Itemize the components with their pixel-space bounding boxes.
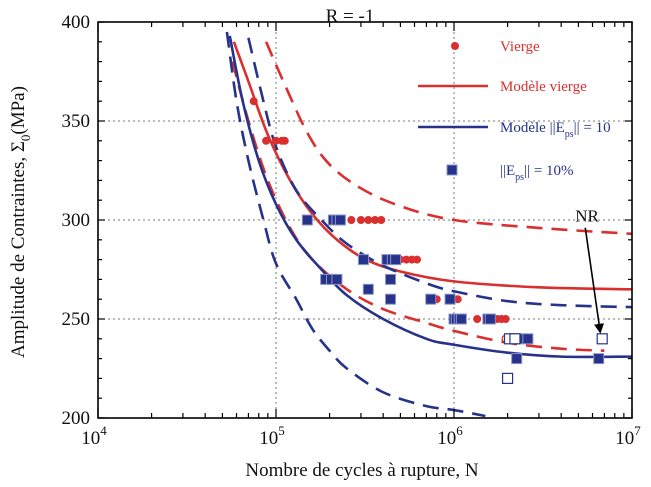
data-points [249,97,608,384]
vierge-point [272,136,280,145]
eps-point [455,313,467,325]
y-axis-label-sub: 0 [18,135,33,142]
vierge-point [473,315,482,323]
legend-marker-square [446,164,458,176]
legend-label: Vierge [500,39,540,55]
eps-point [331,273,343,285]
eps-point [444,293,456,305]
axis-ticks: 200 250 300 350 400 104 105 106 107 [62,12,642,449]
x-tick-label: 107 [615,423,641,449]
x-tick-label: 104 [81,423,107,449]
vierge-point [347,216,356,224]
y-tick-label: 350 [62,111,91,132]
vierge-point [371,216,380,224]
model-curve [232,41,633,291]
eps-point-hollow [596,333,608,345]
annotation-arrow [584,227,605,334]
eps-point-hollow [509,333,521,345]
eps-point [385,273,397,285]
y-tick-label: 250 [62,309,91,330]
eps-point [390,254,402,266]
y-tick-label: 300 [62,210,91,231]
y-axis-label-unit: (MPa) [8,86,29,135]
x-tick-label: 105 [259,423,285,449]
vierge-point [364,216,373,224]
vierge-point [501,315,510,323]
legend: Vierge Modèle vierge Modèle ||Eps|| = 10 ||… [418,39,611,183]
eps-point [362,283,374,295]
legend-label: ||Eps|| = 10% [500,163,574,183]
model-curve-bound [264,41,633,236]
legend-label: Modèle vierge [500,79,587,95]
eps-point-hollow [501,372,514,384]
legend-marker-circle [451,42,459,50]
model-curve [228,35,633,359]
annotation-label: NR [575,207,599,226]
y-axis-label-main: Amplitude de Contraintes, Σ [8,141,29,358]
eps-point [593,353,605,365]
vierge-point [280,136,289,145]
model-curve-bound [225,31,486,418]
vierge-point [413,255,422,264]
eps-point [334,214,346,226]
eps-point [357,254,369,266]
annotations: NR [575,207,605,334]
y-axis-label: Amplitude de Contraintes, Σ0(MPa) [8,86,33,358]
y-tick-label: 200 [62,408,91,429]
x-tick-label: 106 [437,423,463,449]
eps-point [425,293,437,305]
model-curve-bound [231,61,605,352]
vierge-point [262,136,271,145]
y-tick-label: 400 [62,12,91,33]
eps-point [484,313,496,325]
legend-label: Modèle ||Eps|| = 10 [500,120,611,140]
x-axis-label: Nombre de cycles à rupture, N [245,460,478,481]
eps-point [301,214,313,226]
eps-point [511,353,523,365]
vierge-point [453,295,462,304]
vierge-point [377,216,386,224]
vierge-point [356,216,365,224]
vierge-point [402,255,411,264]
chart-title: R = -1 [326,6,375,27]
vierge-point [249,97,258,106]
eps-point [522,333,534,345]
eps-point [385,293,397,305]
